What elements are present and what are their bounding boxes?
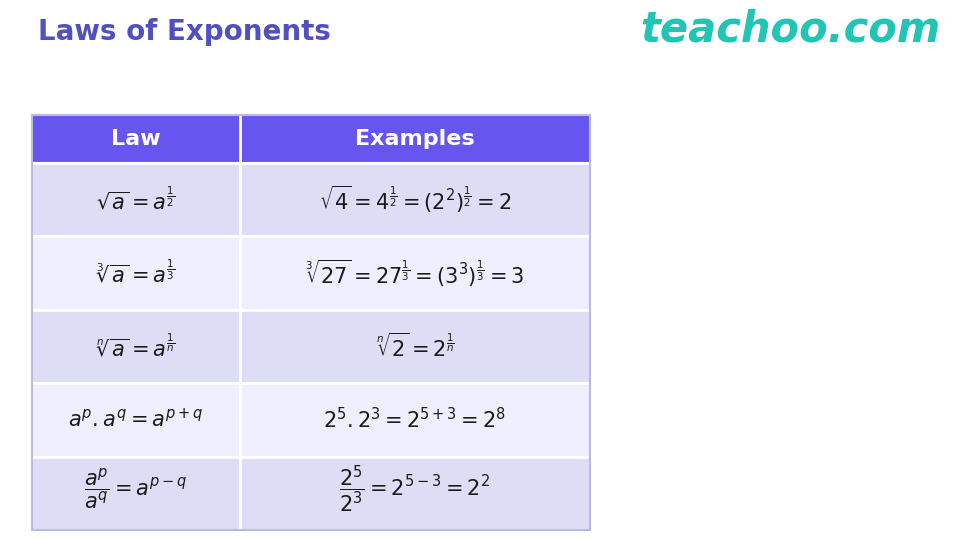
Text: $\sqrt{a} = a^{\frac{1}{2}}$: $\sqrt{a} = a^{\frac{1}{2}}$	[96, 186, 176, 213]
Bar	[32, 383, 590, 457]
Bar	[32, 310, 590, 383]
Text: $\sqrt[3]{a} = a^{\frac{1}{3}}$: $\sqrt[3]{a} = a^{\frac{1}{3}}$	[96, 260, 176, 287]
Bar	[32, 115, 590, 163]
Bar	[32, 115, 590, 530]
Bar	[32, 237, 590, 310]
Text: Laws of Exponents: Laws of Exponents	[38, 18, 331, 46]
Text: $2^{5}.2^{3} = 2^{5 + 3} = 2^{8}$: $2^{5}.2^{3} = 2^{5 + 3} = 2^{8}$	[324, 407, 507, 433]
Text: $\dfrac{a^{p}}{a^{q}} = a^{p - q}$: $\dfrac{a^{p}}{a^{q}} = a^{p - q}$	[84, 467, 188, 512]
Text: $\sqrt[n]{a} = a^{\frac{1}{n}}$: $\sqrt[n]{a} = a^{\frac{1}{n}}$	[97, 333, 176, 360]
Text: $\dfrac{2^{5}}{2^{3}} = 2^{5 - 3} = 2^{2}$: $\dfrac{2^{5}}{2^{3}} = 2^{5 - 3} = 2^{2…	[340, 464, 491, 515]
Text: Examples: Examples	[355, 129, 475, 149]
Text: $\sqrt[n]{2} = 2^{\frac{1}{n}}$: $\sqrt[n]{2} = 2^{\frac{1}{n}}$	[375, 332, 454, 361]
Text: $a^{p}.a^{q} = a^{p + q}$: $a^{p}.a^{q} = a^{p + q}$	[68, 408, 204, 431]
Text: $\sqrt{4} = 4^{\frac{1}{2}} = (2^{2})^{\frac{1}{2}} = 2$: $\sqrt{4} = 4^{\frac{1}{2}} = (2^{2})^{\…	[319, 184, 511, 215]
Text: Law: Law	[111, 129, 161, 149]
Bar	[32, 163, 590, 237]
Text: $\sqrt[3]{27} = 27^{\frac{1}{3}} = (3^{3})^{\frac{1}{3}} = 3$: $\sqrt[3]{27} = 27^{\frac{1}{3}} = (3^{3…	[305, 258, 525, 289]
Bar	[32, 457, 590, 530]
Text: teachoo.com: teachoo.com	[639, 8, 940, 50]
